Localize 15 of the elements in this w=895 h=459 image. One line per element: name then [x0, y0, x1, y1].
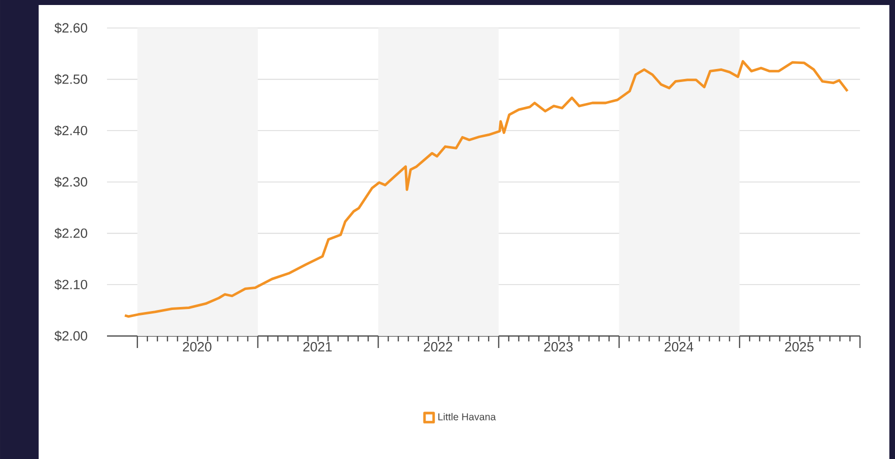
x-tick-label: 2021 [303, 342, 332, 352]
line-series [124, 60, 849, 318]
y-tick-label: $2.10 [54, 279, 88, 290]
x-tick-label: 2024 [664, 342, 694, 352]
y-tick-label: $2.00 [54, 330, 88, 342]
y-tick-label: $2.60 [54, 22, 88, 34]
x-tick-label: 2020 [182, 342, 212, 352]
legend-label: Little Havana [438, 412, 496, 420]
y-tick-label: $2.30 [54, 176, 88, 188]
y-tick-label: $2.50 [54, 74, 88, 85]
x-tick-label: 2025 [785, 342, 814, 352]
x-tick-label: 2023 [544, 342, 573, 352]
x-tick-label: 2022 [424, 342, 452, 352]
y-tick-label: $2.40 [54, 125, 88, 136]
y-tick-label: $2.20 [54, 228, 88, 239]
